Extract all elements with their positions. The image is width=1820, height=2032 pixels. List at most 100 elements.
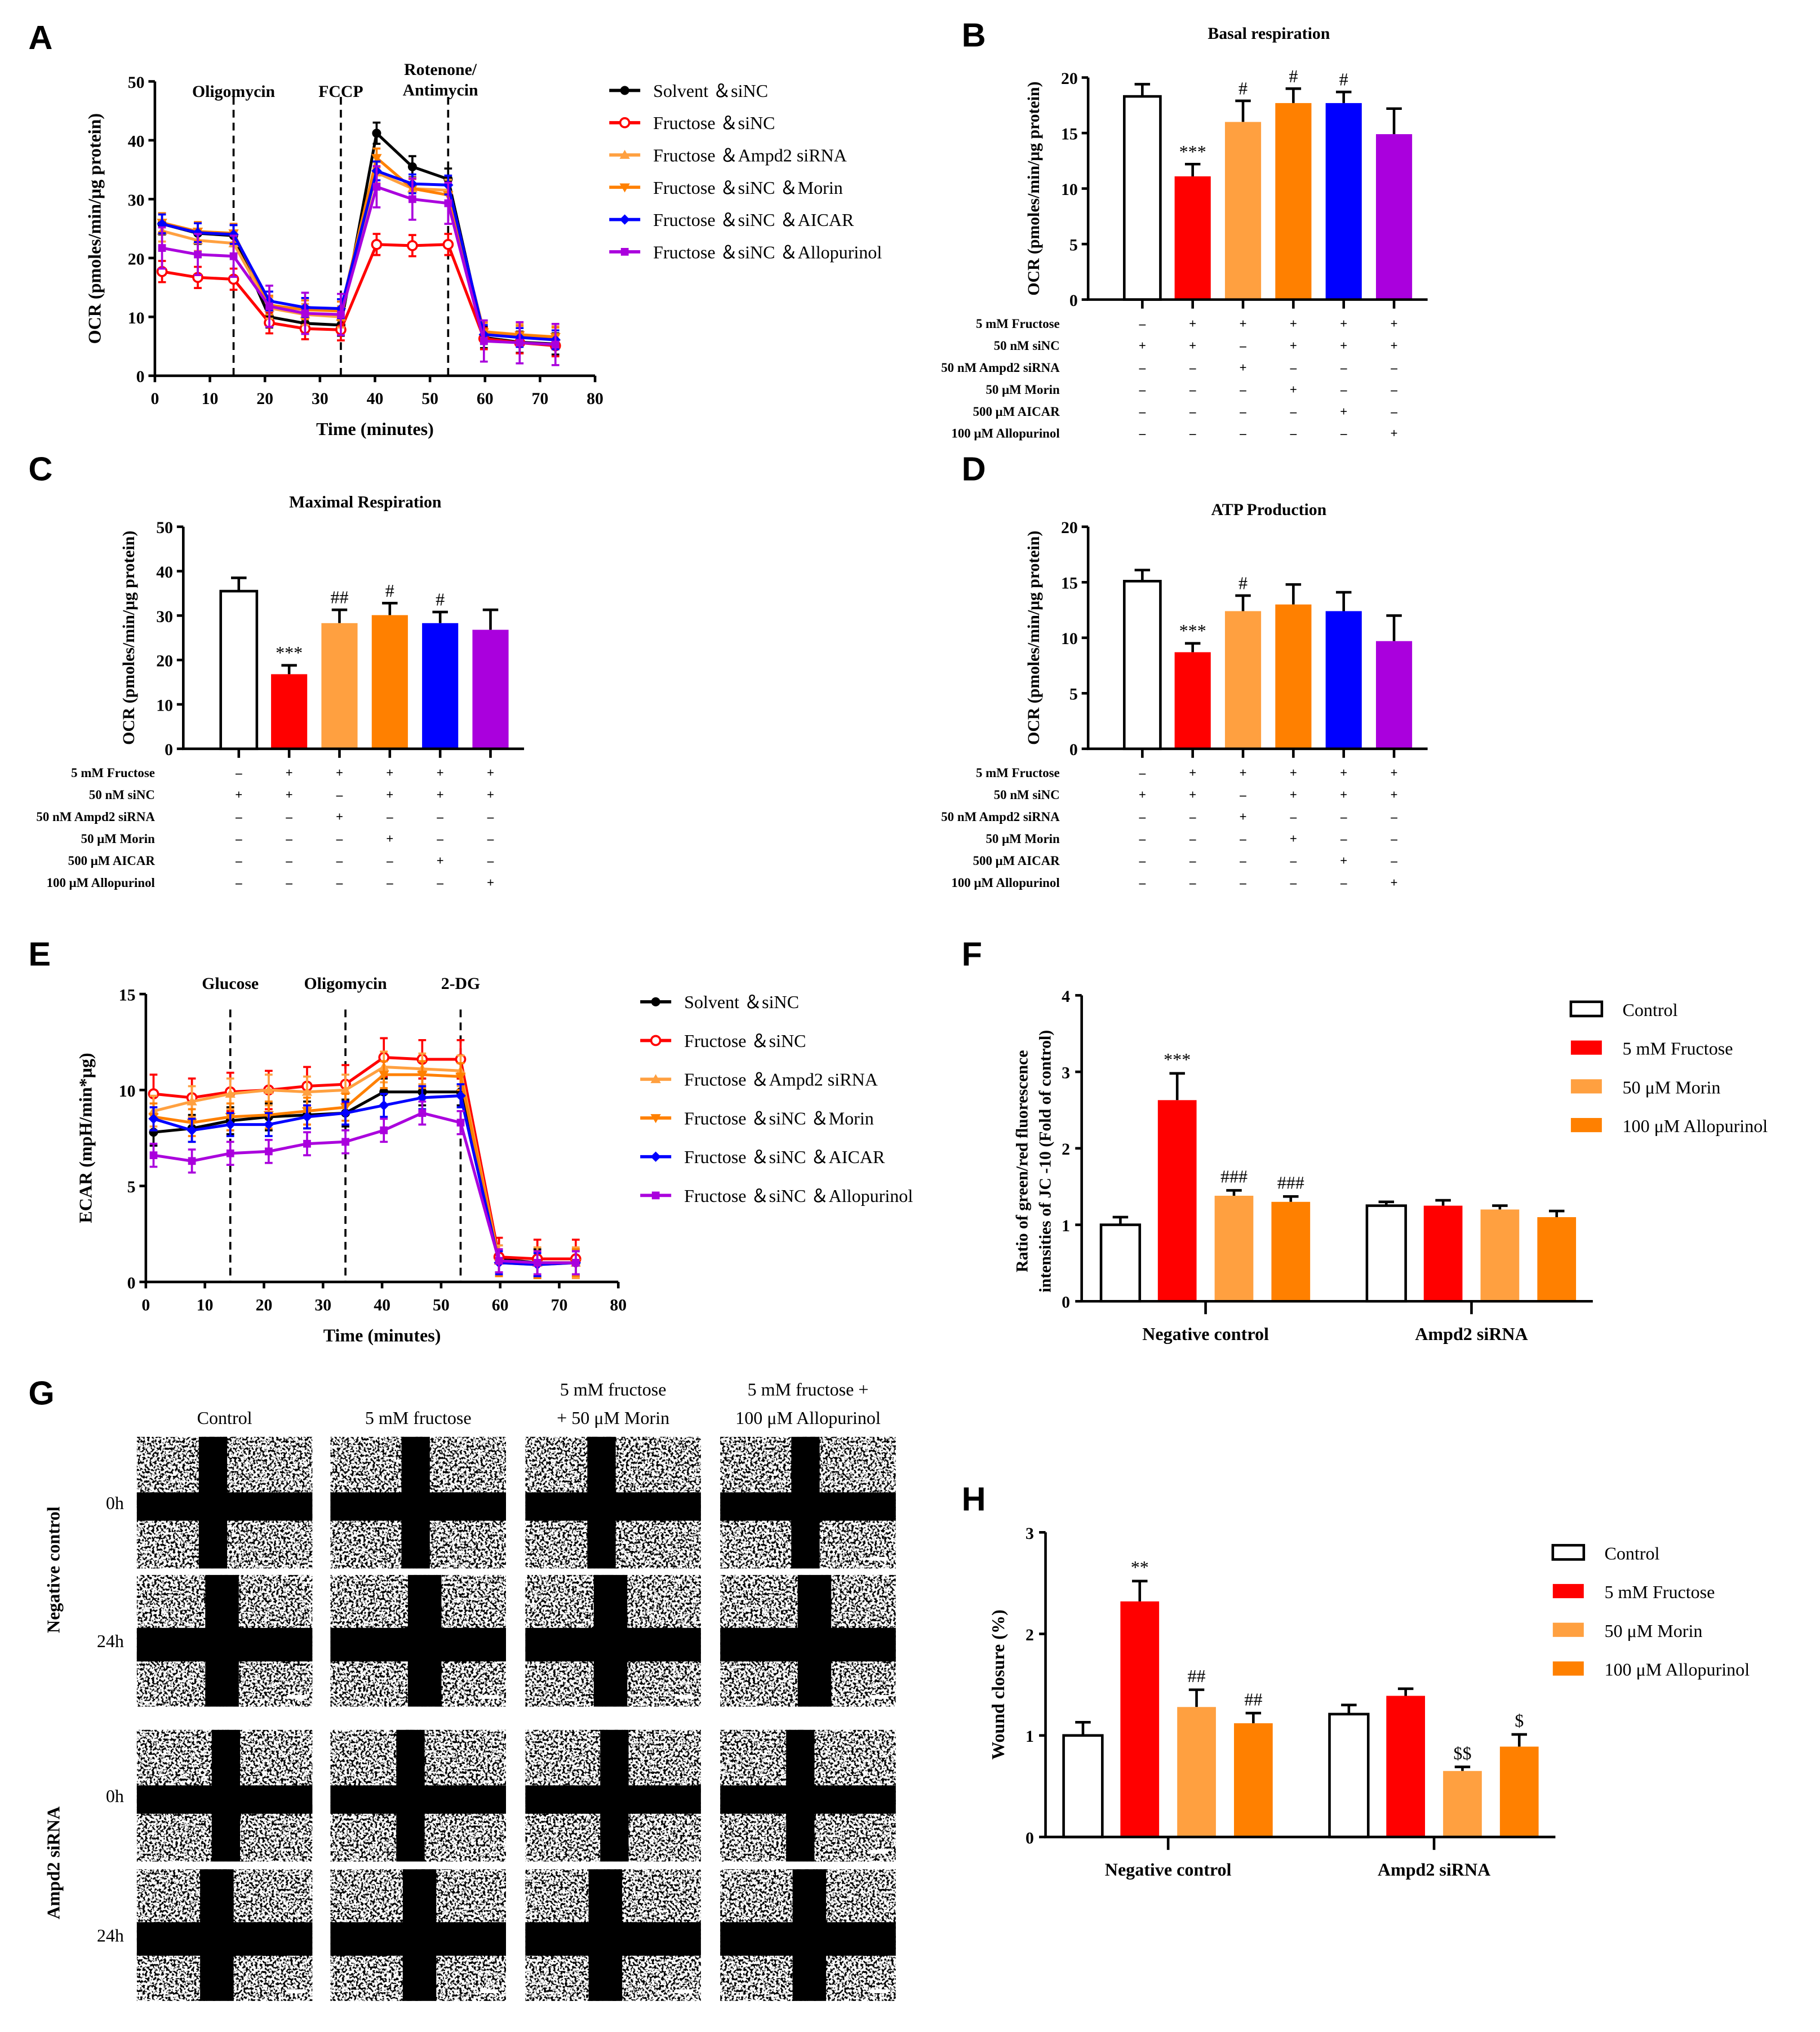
y-tick-label: 2 [1026,1626,1034,1644]
significance-mark: *** [1179,141,1206,162]
legend-swatch [1552,1661,1584,1676]
treatment-sign: – [1239,383,1246,397]
treatment-label: 50 nM Ampd2 siRNA [36,810,155,824]
y-tick-label: 1 [1062,1217,1070,1235]
treatment-sign: + [1340,405,1347,419]
treatment-label: 500 μM AICAR [973,854,1060,868]
treatment-label: 50 nM siNC [994,788,1060,802]
legend-label: Fructose ＆Ampd2 siRNA [653,145,847,166]
wound-healing-panel: Control 5 mM fructose 5 mM fructose + 50 μM… [43,1379,896,2001]
injection-label: FCCP [318,82,363,101]
micrograph [720,1436,896,1569]
treatment-label: 5 mM Fructose [976,766,1060,780]
treatment-sign: – [235,766,242,780]
treatment-label: 500 μM AICAR [973,405,1060,419]
x-tick-label: 80 [587,389,603,408]
scratch-horizontal [525,1922,701,1956]
micrograph [720,1574,896,1707]
bar [1537,1217,1577,1302]
data-point [620,86,629,95]
treatment-sign: – [1139,854,1146,868]
treatment-sign: + [1391,339,1398,353]
bar-chart-d: ATP Production – + – – – – *** + + – – – – # + – + – – – + + – +… [941,500,1428,890]
treatment-sign: – [285,854,292,868]
treatment-sign: – [1139,832,1146,846]
data-point [650,1074,661,1084]
scratch-horizontal [720,1492,896,1521]
error-bar [1435,1199,1451,1206]
treatment-sign: + [1340,317,1347,331]
error-bar [482,608,499,630]
panel-label-h: H [962,1480,986,1518]
scratch-horizontal [136,1785,313,1814]
injection-label: Antimycin [403,81,478,100]
data-point [194,250,202,259]
bar [1275,604,1312,749]
treatment-sign: – [1290,876,1297,890]
bar [1174,652,1211,749]
significance-mark: # [1339,69,1348,90]
treatment-sign: + [1391,766,1398,780]
y-tick-label: 5 [127,1178,136,1196]
bar [321,623,358,749]
bar [1177,1707,1216,1837]
y-tick-label: 0 [136,367,145,386]
data-point [455,1072,466,1082]
y-tick-label: 0 [1069,291,1078,310]
column-header: 5 mM fructose [560,1379,667,1399]
y-tick-label: 5 [1069,236,1078,255]
bar [1122,95,1162,301]
treatment-sign: – [1390,810,1397,824]
data-point [533,1258,541,1267]
error-bar [1386,614,1402,641]
injection-label: Oligomycin [192,82,276,101]
legend-item: Fructose ＆siNC ＆Allopurinol [640,1186,913,1206]
treatment-sign: + [1189,766,1196,780]
micrograph [330,1729,506,1862]
group-label: Ampd2 siRNA [43,1807,63,1919]
x-tick-label: 40 [374,1295,390,1314]
treatment-sign: + [437,766,444,780]
treatment-sign: – [1340,361,1347,375]
data-point [619,183,630,193]
y-tick-label: 15 [119,986,136,1005]
data-point [516,339,524,347]
treatment-sign: + [1391,876,1398,890]
error-bar [1134,83,1151,97]
x-axis-label: Time (minutes) [316,419,434,439]
bar [1224,611,1262,749]
treatment-sign: + [1239,361,1246,375]
group-label: Negative control [43,1506,63,1633]
legend-item: Fructose ＆Ampd2 siRNA [640,1070,878,1090]
y-tick-label: 10 [1061,180,1078,199]
treatment-sign: + [487,766,494,780]
scratch-horizontal [525,1492,701,1521]
treatment-sign: – [1189,810,1196,824]
data-point [650,1035,662,1046]
treatment-sign: + [336,810,343,824]
treatment-label: 50 nM Ampd2 siRNA [941,361,1060,375]
legend-item: Fructose ＆siNC ＆AICAR [640,1147,885,1167]
treatment-sign: – [285,876,292,890]
micrograph [525,1436,701,1569]
data-point [149,1151,158,1160]
error-bar [1235,99,1251,122]
treatment-sign: + [1391,317,1398,331]
micrograph [136,1869,313,2001]
legend-label: Fructose ＆siNC ＆Allopurinol [684,1186,913,1206]
treatment-sign: – [235,810,242,824]
x-tick-label: 80 [610,1295,627,1314]
y-tick-label: 1 [1026,1727,1034,1746]
data-point [341,1138,349,1146]
treatment-sign: + [1290,317,1297,331]
legend-item: Control [1551,1543,1660,1563]
data-point [225,1088,236,1098]
x-tick-label: 40 [367,389,384,408]
data-point [551,340,560,349]
bar [271,674,308,749]
legend-label: 5 mM Fructose [1604,1582,1715,1602]
treatment-sign: – [336,854,343,868]
treatment-label: 50 μM Morin [986,832,1059,846]
series-line [153,1055,576,1261]
bar [1443,1771,1482,1837]
